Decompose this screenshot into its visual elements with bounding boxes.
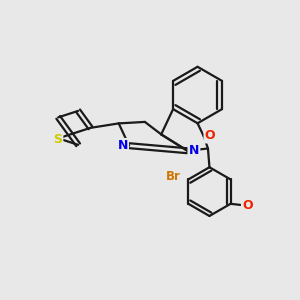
Text: N: N (117, 139, 128, 152)
Text: O: O (242, 199, 253, 212)
Text: N: N (189, 144, 199, 157)
Text: Br: Br (166, 170, 181, 183)
Text: O: O (205, 129, 215, 142)
Text: S: S (53, 133, 62, 146)
